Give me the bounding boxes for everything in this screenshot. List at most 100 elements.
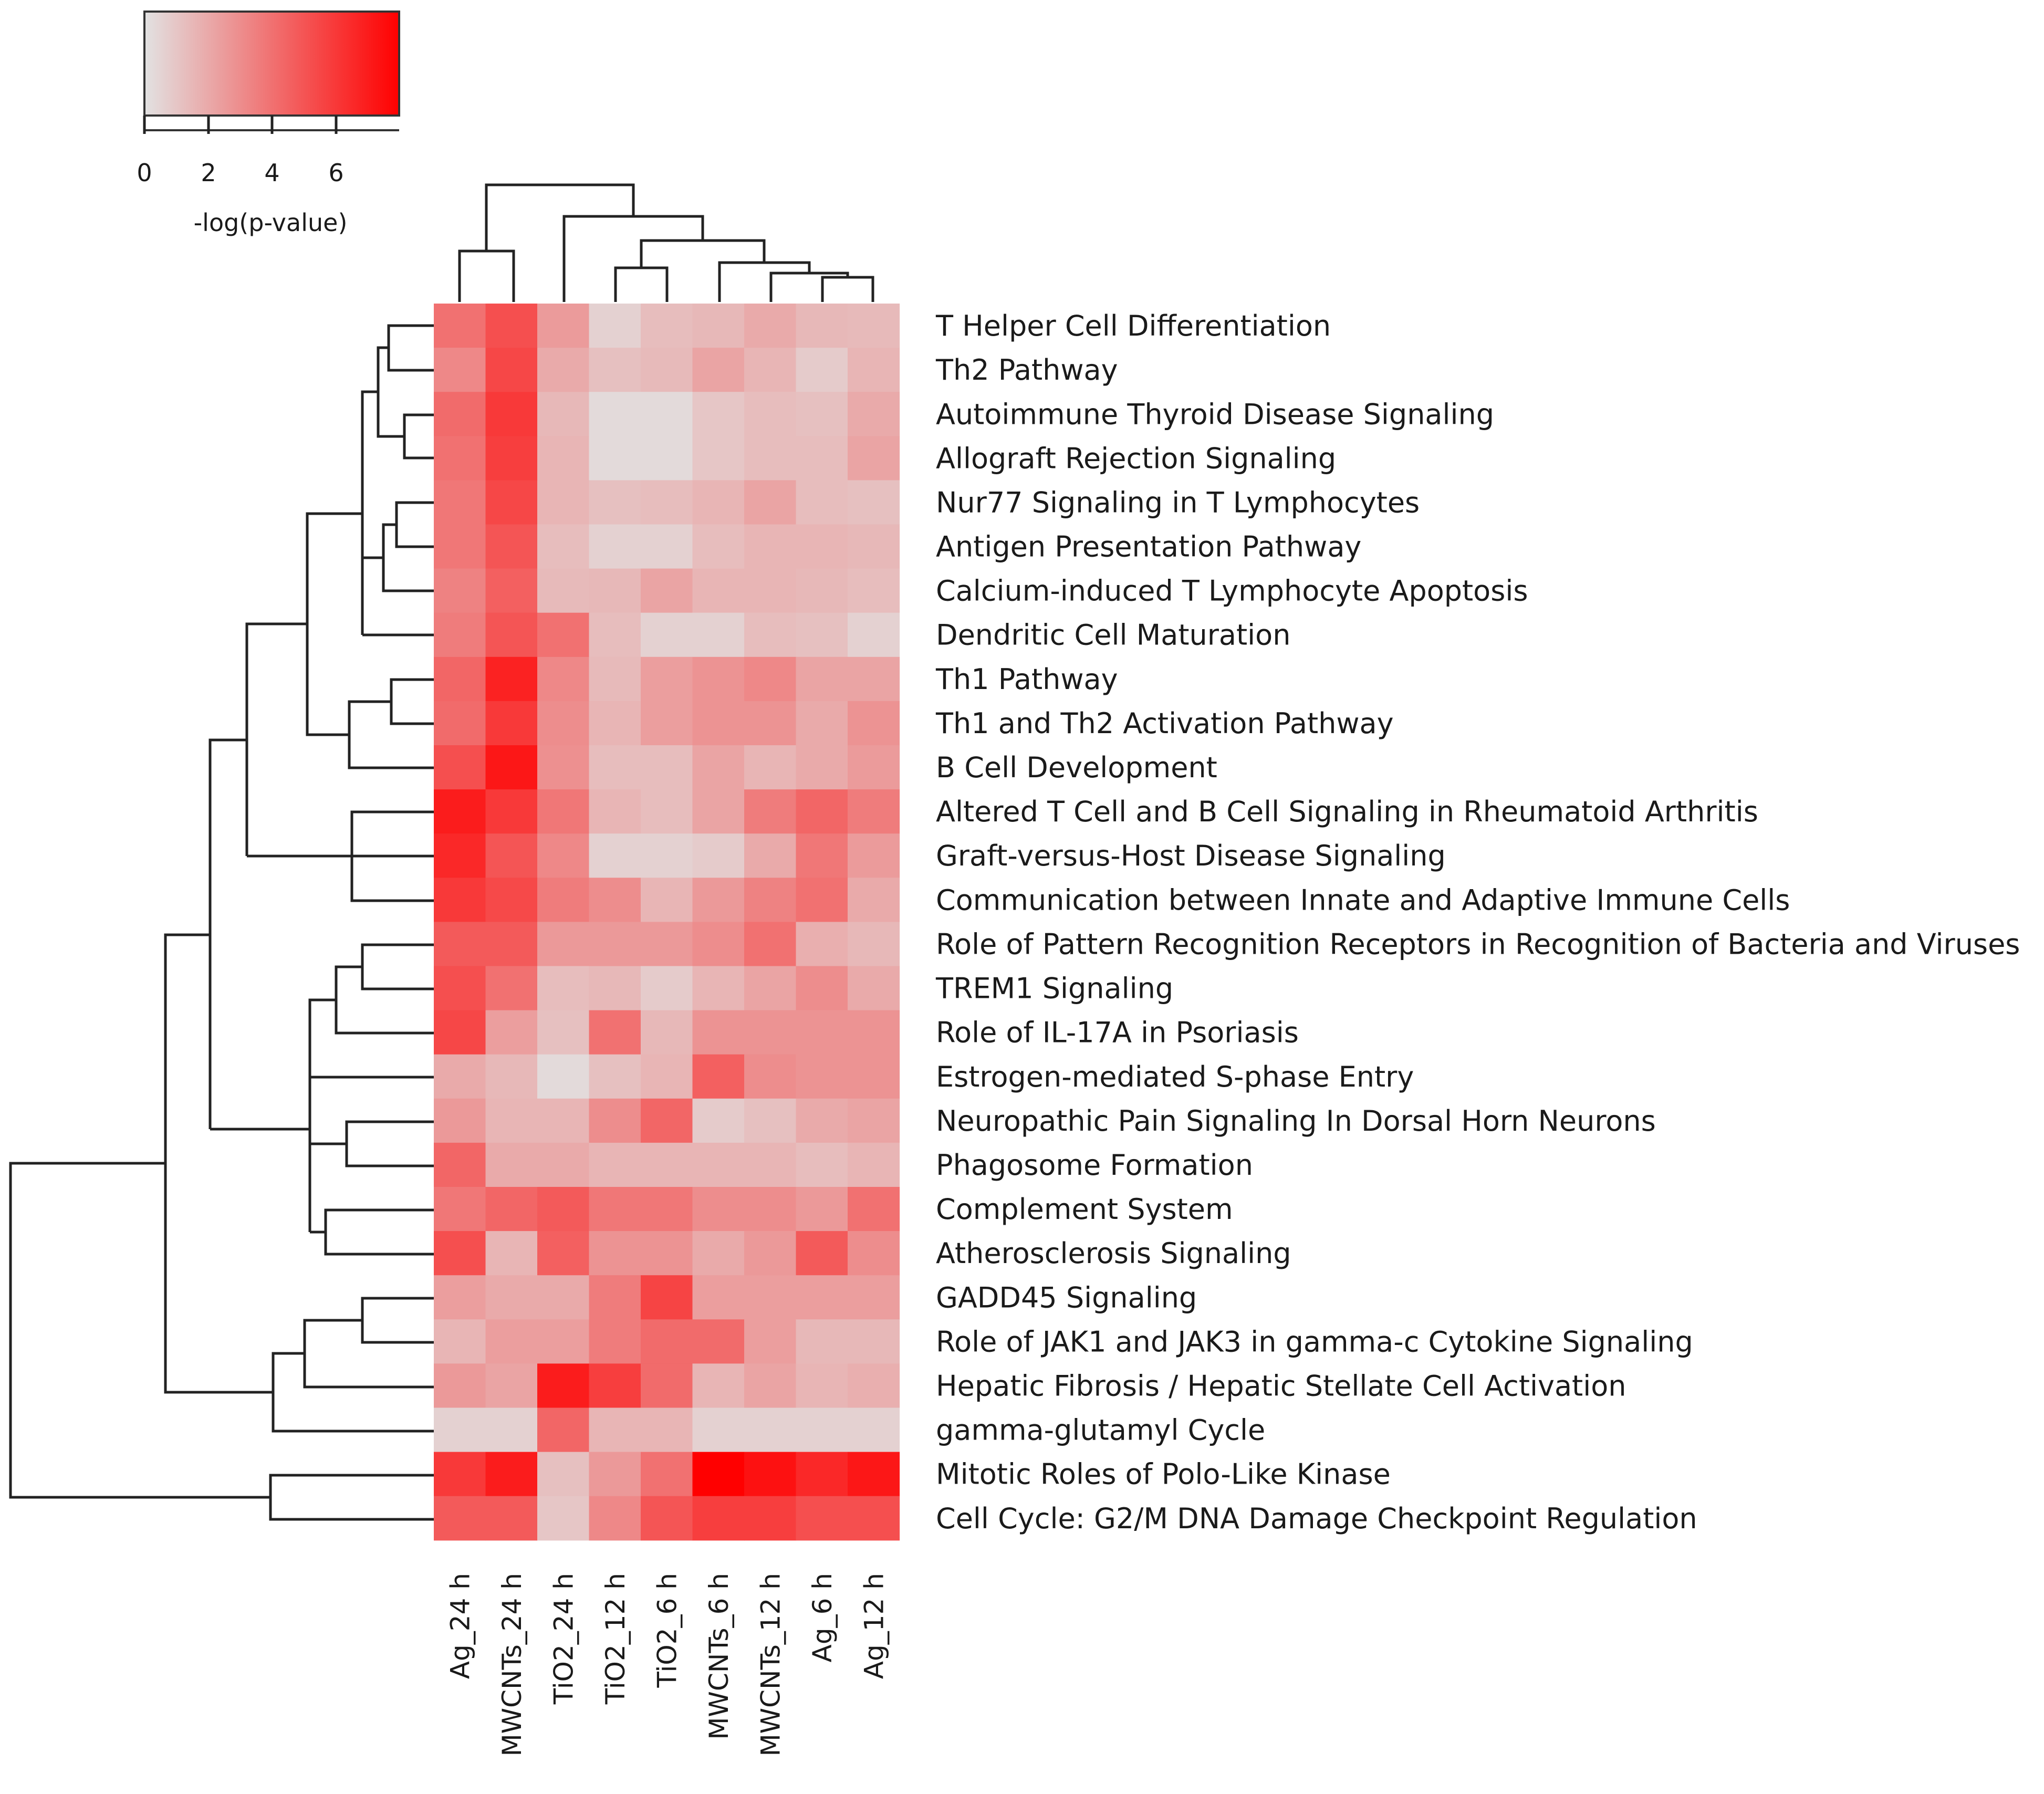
- heatmap-cell: [744, 833, 797, 878]
- heatmap-cell: [434, 701, 486, 746]
- heatmap-cell: [692, 304, 745, 348]
- row-label: Role of IL-17A in Psoriasis: [936, 1016, 1299, 1049]
- heatmap-cell: [692, 480, 745, 525]
- heatmap-cell: [434, 922, 486, 967]
- heatmap-cell: [589, 656, 641, 702]
- heatmap-cell: [796, 701, 848, 746]
- heatmap-cell: [434, 1496, 486, 1541]
- heatmap-cell: [434, 789, 486, 834]
- legend-title: -log(p-value): [194, 208, 348, 237]
- heatmap-cell: [796, 789, 848, 834]
- heatmap-cell: [641, 1231, 693, 1276]
- heatmap-cell: [537, 745, 590, 790]
- dendrogram-branch: [390, 678, 434, 725]
- heatmap-cell: [641, 745, 693, 790]
- row-dendrogram: [9, 324, 434, 1521]
- heatmap-cell: [485, 612, 538, 658]
- column-label: Ag_12 h: [859, 1573, 889, 1679]
- dendrogram-branch: [485, 183, 635, 251]
- row-label: Th1 Pathway: [935, 663, 1118, 696]
- color-key-legend: 0 2 4 6 -log(p-value): [137, 11, 400, 237]
- heatmap-cell: [796, 1452, 848, 1497]
- row-label: Role of JAK1 and JAK3 in gamma-c Cytokin…: [936, 1325, 1693, 1358]
- heatmap-cell: [744, 701, 797, 746]
- heatmap-cell: [796, 966, 848, 1011]
- row-label: Nur77 Signaling in T Lymphocytes: [936, 486, 1420, 519]
- row-label: Phagosome Formation: [936, 1149, 1253, 1182]
- row-label: TREM1 Signaling: [935, 972, 1173, 1005]
- heatmap-cell: [434, 568, 486, 613]
- heatmap-cell: [796, 1319, 848, 1364]
- heatmap-cell: [692, 745, 745, 790]
- row-label: Dendritic Cell Maturation: [936, 619, 1290, 652]
- row-label: Communication between Innate and Adaptiv…: [936, 883, 1790, 916]
- heatmap-cell: [589, 1319, 641, 1364]
- heatmap-cell: [744, 1496, 797, 1541]
- heatmap-cell: [537, 701, 590, 746]
- row-label: Complement System: [936, 1193, 1233, 1226]
- heatmap-cell: [537, 878, 590, 922]
- dendrogram-branch: [458, 249, 515, 302]
- heatmap-cell: [434, 1098, 486, 1143]
- heatmap-cell: [692, 833, 745, 878]
- legend-tick-label: 6: [328, 159, 343, 187]
- row-label: Calcium-induced T Lymphocyte Apoptosis: [936, 575, 1528, 608]
- heatmap-cell: [848, 1275, 900, 1320]
- dendrogram-branch: [718, 261, 811, 302]
- heatmap-cell: [641, 1187, 693, 1232]
- heatmap-cell: [485, 878, 538, 922]
- heatmap-cell: [744, 1407, 797, 1453]
- heatmap-cell: [485, 1319, 538, 1364]
- heatmap-cell: [589, 612, 641, 658]
- legend-tick-label: 4: [264, 159, 279, 187]
- dendrogram-branch: [324, 1208, 434, 1256]
- heatmap-cell: [744, 789, 797, 834]
- heatmap-cell: [744, 304, 797, 348]
- dendrogram-branch: [208, 738, 247, 1129]
- heatmap-cell: [485, 789, 538, 834]
- column-label: Ag_24 h: [445, 1573, 475, 1679]
- heatmap-cell: [848, 878, 900, 922]
- heatmap-cell: [537, 833, 590, 878]
- heatmap-cell: [848, 1098, 900, 1143]
- heatmap-cell: [692, 1098, 745, 1143]
- column-label: MWCNTs_24 h: [497, 1573, 527, 1756]
- heatmap-cell: [434, 304, 486, 348]
- heatmap-cell: [485, 1496, 538, 1541]
- heatmap-cell: [537, 348, 590, 392]
- heatmap-cells: [434, 304, 900, 1541]
- heatmap-cell: [796, 878, 848, 922]
- heatmap-cell: [434, 1407, 486, 1453]
- heatmap-cell: [485, 524, 538, 569]
- heatmap-cell: [434, 348, 486, 392]
- heatmap-cell: [641, 833, 693, 878]
- heatmap-cell: [641, 878, 693, 922]
- heatmap-cell: [848, 701, 900, 746]
- heatmap-cell: [848, 612, 900, 658]
- heatmap-cell: [692, 1010, 745, 1055]
- heatmap-cell: [589, 1275, 641, 1320]
- heatmap-cell: [796, 1187, 848, 1232]
- heatmap-cell: [641, 304, 693, 348]
- heatmap-cell: [796, 1231, 848, 1276]
- heatmap-cell: [589, 1187, 641, 1232]
- heatmap-cell: [692, 1054, 745, 1099]
- dendrogram-branch: [303, 1319, 434, 1389]
- heatmap-cell: [537, 1187, 590, 1232]
- row-label: Atherosclerosis Signaling: [936, 1237, 1291, 1270]
- heatmap-cell: [848, 480, 900, 525]
- heatmap-cell: [848, 436, 900, 481]
- row-label: Antigen Presentation Pathway: [936, 530, 1361, 564]
- heatmap-cell: [744, 1142, 797, 1187]
- heatmap-cell: [692, 656, 745, 702]
- heatmap-cell: [485, 745, 538, 790]
- heatmap-cell: [692, 922, 745, 967]
- heatmap-cell: [692, 1231, 745, 1276]
- dendrogram-branch: [377, 346, 404, 438]
- heatmap-cell: [744, 1363, 797, 1409]
- dendrogram-branch: [821, 276, 874, 302]
- row-label: Graft-versus-Host Disease Signaling: [936, 839, 1446, 872]
- heatmap-cell: [537, 1496, 590, 1541]
- dendrogram-branch: [335, 965, 434, 1035]
